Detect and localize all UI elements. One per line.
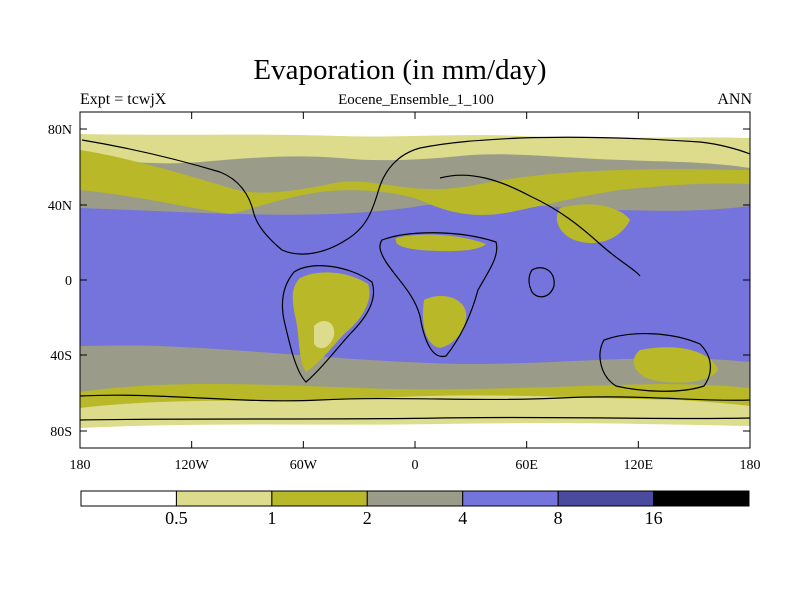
africa-olive-patch xyxy=(422,296,467,348)
colorbar-label: 1 xyxy=(267,508,276,528)
colorbar-swatch xyxy=(175,490,273,507)
map-subtitle: Eocene_Ensemble_1_100 xyxy=(338,92,494,108)
colorbar-label: 4 xyxy=(458,508,467,528)
north-coastline xyxy=(81,136,750,255)
south-america-coastline xyxy=(281,265,375,383)
lon-tick-label: 60E xyxy=(515,458,538,473)
antarctic-coastline xyxy=(80,394,750,402)
experiment-label: Expt = tcwjX xyxy=(80,91,167,108)
colorbar-swatch xyxy=(366,490,464,507)
south-america-pale-patch xyxy=(314,321,335,349)
colorbar-label: 16 xyxy=(645,508,663,528)
north-africa-olive-patch xyxy=(395,234,486,252)
colorbar-label: 2 xyxy=(363,508,372,528)
lat-tick-label: 80N xyxy=(48,123,72,138)
colorbar-label: 0.5 xyxy=(165,508,188,528)
colorbar-swatch xyxy=(462,490,559,507)
lon-tick-label: 180 xyxy=(740,458,761,473)
lon-tick-label: 180 xyxy=(70,458,91,473)
colorbar: 0.5 1 2 4 8 16 xyxy=(80,490,750,528)
south-america-olive-patch xyxy=(292,272,370,372)
longitude-axis: 180 120W 60W 0 60E 120E 180 xyxy=(70,112,761,473)
coastlines xyxy=(80,136,750,421)
colorbar-swatch xyxy=(80,490,177,507)
lat-tick-label: 40S xyxy=(50,349,72,364)
eurasia-south-coastline xyxy=(439,174,641,277)
season-label: ANN xyxy=(717,91,752,108)
lat-tick-label: 40N xyxy=(48,199,72,214)
australia-olive-patch xyxy=(633,347,718,383)
colorbar-swatch xyxy=(271,490,368,507)
india-coastline xyxy=(528,267,555,298)
evaporation-field xyxy=(80,112,750,448)
lat-tick-label: 0 xyxy=(65,274,72,289)
lon-tick-label: 120E xyxy=(624,458,654,473)
australia-coastline xyxy=(599,333,711,392)
colorbar-swatch xyxy=(653,490,750,507)
colorbar-swatch xyxy=(557,490,655,507)
north-white-band xyxy=(80,112,750,138)
asia-olive-patch xyxy=(556,204,630,244)
lon-tick-label: 60W xyxy=(290,458,318,473)
antarctic-inner-coastline xyxy=(80,416,750,421)
north-olive-band xyxy=(80,150,750,215)
tropical-blue-band xyxy=(80,202,750,365)
colorbar-label: 8 xyxy=(554,508,563,528)
map-title: Evaporation (in mm/day) xyxy=(253,54,547,86)
lat-tick-label: 80S xyxy=(50,425,72,440)
africa-coastline xyxy=(379,232,498,358)
lon-tick-label: 0 xyxy=(412,458,419,473)
lon-tick-label: 120W xyxy=(175,458,210,473)
latitude-axis: 80N 40N 0 40S 80S xyxy=(48,123,750,440)
south-white-band xyxy=(80,423,750,448)
